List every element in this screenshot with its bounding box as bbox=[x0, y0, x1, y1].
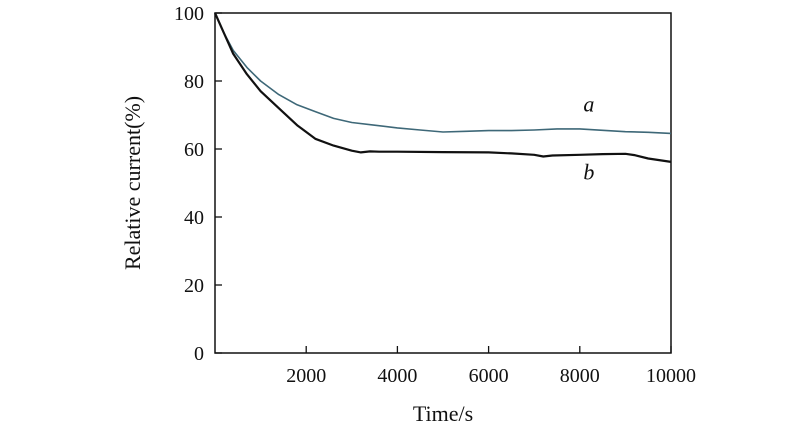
series-lines bbox=[213, 12, 672, 163]
series-line-b bbox=[213, 12, 672, 163]
series-label-a: a bbox=[583, 92, 594, 117]
x-tick-label: 2000 bbox=[286, 365, 326, 387]
x-tick-label: 6000 bbox=[469, 365, 509, 387]
y-tick-label: 20 bbox=[184, 275, 204, 297]
series-label-b: b bbox=[583, 160, 594, 185]
x-tick-label: 8000 bbox=[560, 365, 600, 387]
y-axis-label: Relative current(%) bbox=[120, 96, 145, 270]
plot-frame bbox=[214, 12, 672, 354]
y-tick-label: 60 bbox=[184, 139, 204, 161]
y-tick-label: 100 bbox=[174, 3, 204, 25]
x-tick-label: 10000 bbox=[646, 365, 696, 387]
series-labels: ab bbox=[583, 92, 594, 185]
x-tick-label: 4000 bbox=[377, 365, 417, 387]
x-axis-label: Time/s bbox=[413, 401, 473, 426]
y-tick-label: 80 bbox=[184, 71, 204, 93]
series-line-a bbox=[214, 12, 672, 135]
y-tick-label: 40 bbox=[184, 207, 204, 229]
y-tick-label: 0 bbox=[194, 343, 204, 365]
x-axis-ticks: 2000 4000 6000 8000 10000 bbox=[286, 346, 696, 387]
y-axis-ticks: 0 20 40 60 80 100 bbox=[174, 3, 222, 365]
